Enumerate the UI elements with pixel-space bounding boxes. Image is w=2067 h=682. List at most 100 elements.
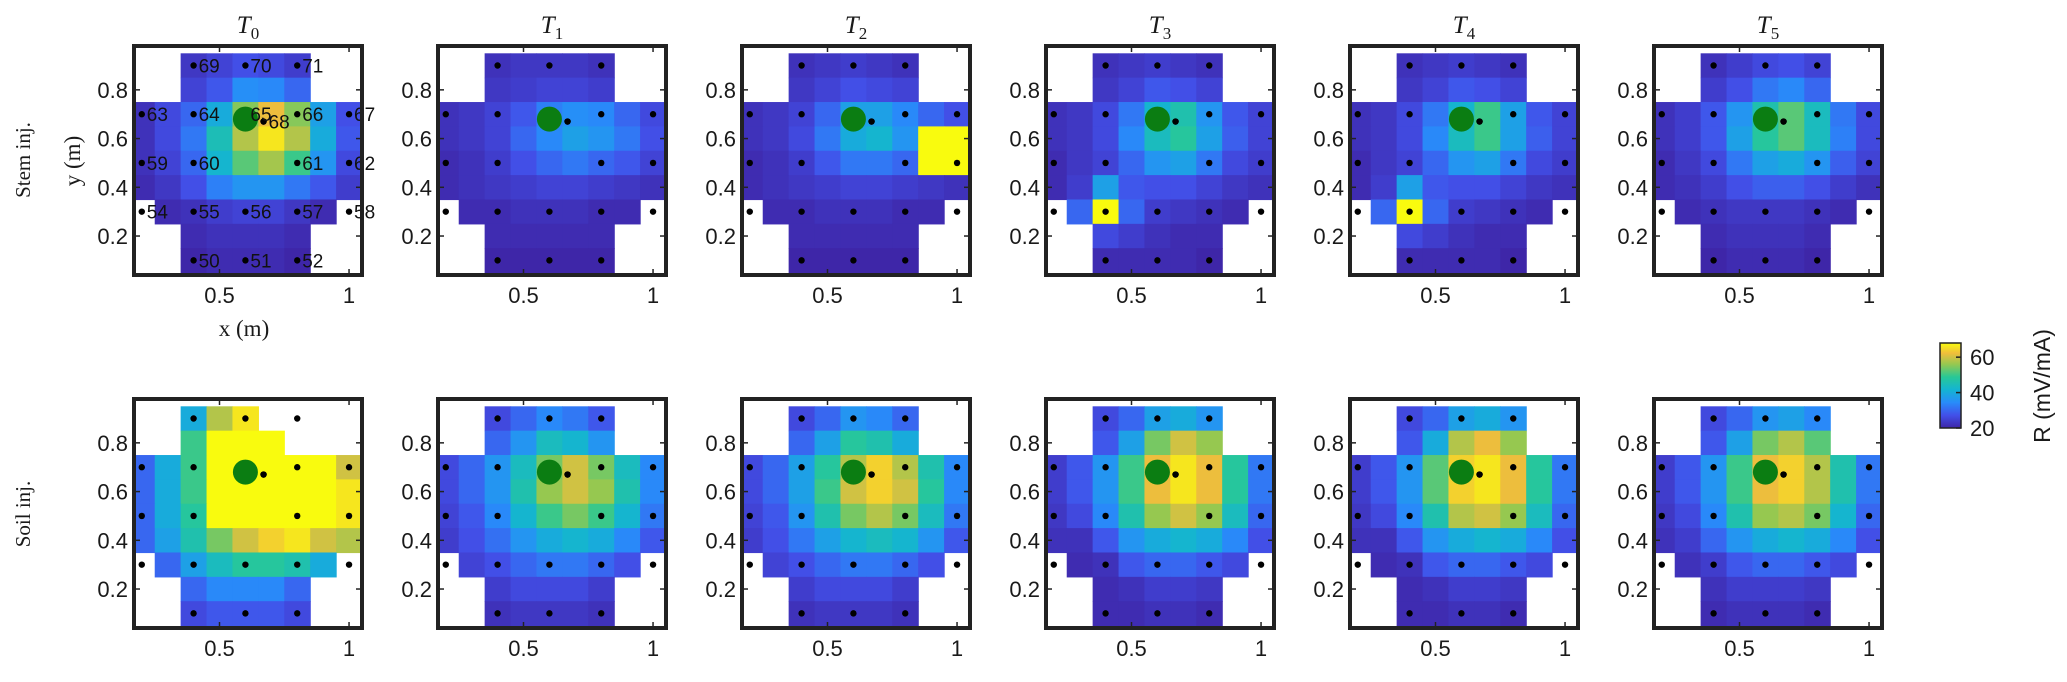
y-tick-label: 0.4	[705, 528, 736, 553]
y-tick-label: 0.4	[1313, 175, 1344, 200]
electrode-dot	[345, 159, 353, 167]
heatmap-cell	[1422, 126, 1450, 152]
electrode-dot	[442, 208, 449, 215]
heatmap-cell	[1700, 77, 1728, 103]
electrode-dot	[138, 464, 145, 471]
electrode-dot	[1762, 561, 1769, 568]
heatmap-cell	[1674, 552, 1702, 578]
heatmap-cell	[866, 126, 893, 152]
y-tick-label: 0.8	[1617, 431, 1648, 456]
electrode-dot	[1172, 118, 1179, 125]
heatmap-cell	[1654, 126, 1676, 152]
heatmap-cell	[1196, 223, 1223, 249]
heatmap-cell	[814, 199, 842, 225]
x-tick-label: 1	[1559, 283, 1571, 308]
heatmap-cell	[1474, 175, 1501, 201]
row-labels: x (m) y (m) Stem inj. Soil inj.	[11, 122, 269, 547]
heatmap-cell	[284, 479, 311, 505]
electrode-label: 59	[147, 154, 168, 175]
heatmap-cell	[840, 223, 867, 249]
electrode-dot	[294, 208, 301, 215]
heatmap-cell	[788, 430, 816, 456]
y-tick-label: 0.4	[401, 528, 432, 553]
electrode-dot	[1406, 159, 1413, 167]
heatmap-cell	[866, 175, 893, 201]
heatmap-cell	[1752, 175, 1779, 201]
heatmap-cell	[1222, 455, 1249, 480]
electrode-dot	[1257, 111, 1265, 118]
heatmap-cell	[1396, 576, 1424, 602]
heatmap-cell	[258, 576, 285, 602]
heatmap-cell	[1396, 430, 1424, 456]
title-subscript: 4	[1467, 24, 1476, 43]
heatmap-cell	[154, 503, 182, 529]
y-tick-label: 0.6	[1009, 480, 1040, 505]
electrode-dot	[494, 415, 501, 422]
heatmap-cell	[536, 175, 563, 201]
electrode-dot	[1814, 159, 1821, 167]
electrode-label: 70	[250, 56, 271, 77]
heatmap-cell	[1726, 126, 1754, 152]
heatmap-cell	[484, 175, 512, 201]
heatmap-cell	[1674, 175, 1702, 201]
heatmap-cell	[458, 503, 486, 529]
heatmap-cell	[1752, 77, 1779, 103]
electrode-dot	[494, 208, 501, 215]
electrode-dot	[1658, 159, 1665, 167]
x-axis-label: x (m)	[219, 316, 269, 341]
panel-soil-3: 0.2 0.4 0.6 0.8 0.5 1	[1009, 397, 1276, 661]
heatmap-cell	[510, 503, 538, 529]
heatmap-cell	[866, 223, 893, 249]
electrode-dot	[242, 62, 249, 69]
heatmap-cell	[1726, 77, 1754, 103]
heatmap-cell	[814, 528, 842, 554]
electrode-dot	[1406, 257, 1413, 264]
heatmap-cell	[154, 479, 182, 505]
y-tick-label: 0.6	[1313, 480, 1344, 505]
electrode-dot	[294, 159, 301, 167]
heatmap-cell	[614, 528, 641, 554]
heatmap-cell	[458, 199, 486, 225]
heatmap-cell	[866, 528, 893, 554]
heatmap-cell	[1350, 126, 1372, 152]
electrode-dot	[798, 257, 805, 264]
electrode-dot	[190, 415, 197, 422]
tree-marker	[1448, 459, 1474, 485]
electrode-dot	[1458, 610, 1465, 617]
heatmap-cell	[1778, 150, 1805, 176]
heatmap-cell	[866, 150, 893, 176]
heatmap-cell	[788, 126, 816, 152]
heatmap-cell	[1500, 77, 1527, 103]
heatmap-cell	[614, 199, 641, 225]
heatmap-cell	[1654, 528, 1676, 554]
electrode-dot	[1102, 257, 1109, 264]
heatmap-cell	[918, 102, 945, 127]
heatmap-cell	[458, 126, 486, 152]
heatmap-cell	[1066, 199, 1094, 225]
heatmap-cell	[1422, 77, 1450, 103]
heatmap-cell	[1092, 126, 1120, 152]
heatmap-cell	[742, 175, 764, 201]
electrode-dot	[1710, 208, 1717, 215]
heatmap-cell	[1046, 528, 1068, 554]
heatmap-cell	[310, 503, 337, 529]
heatmap-cell	[1726, 528, 1754, 554]
heatmap-cell	[180, 175, 208, 201]
heatmap-cell	[1170, 53, 1197, 79]
heatmap-cell	[1448, 175, 1475, 201]
y-tick-label: 0.2	[97, 224, 128, 249]
electrode-dot	[868, 471, 875, 478]
electrode-dot	[294, 512, 301, 520]
heatmap-cell	[1500, 528, 1527, 554]
title-letter: T	[1757, 12, 1773, 39]
electrode-dot	[1458, 208, 1465, 215]
electrode-dot	[1710, 610, 1717, 617]
electrode-label: 69	[199, 56, 220, 77]
colorbar: 20 40 60 R (mV/mA)	[1939, 329, 2055, 443]
heatmap-cell	[284, 175, 311, 201]
heatmap-cell	[510, 528, 538, 554]
heatmap-cell	[1726, 175, 1754, 201]
x-tick-label: 1	[1255, 283, 1267, 308]
electrode-dot	[902, 561, 909, 568]
heatmap-cell	[510, 126, 538, 152]
